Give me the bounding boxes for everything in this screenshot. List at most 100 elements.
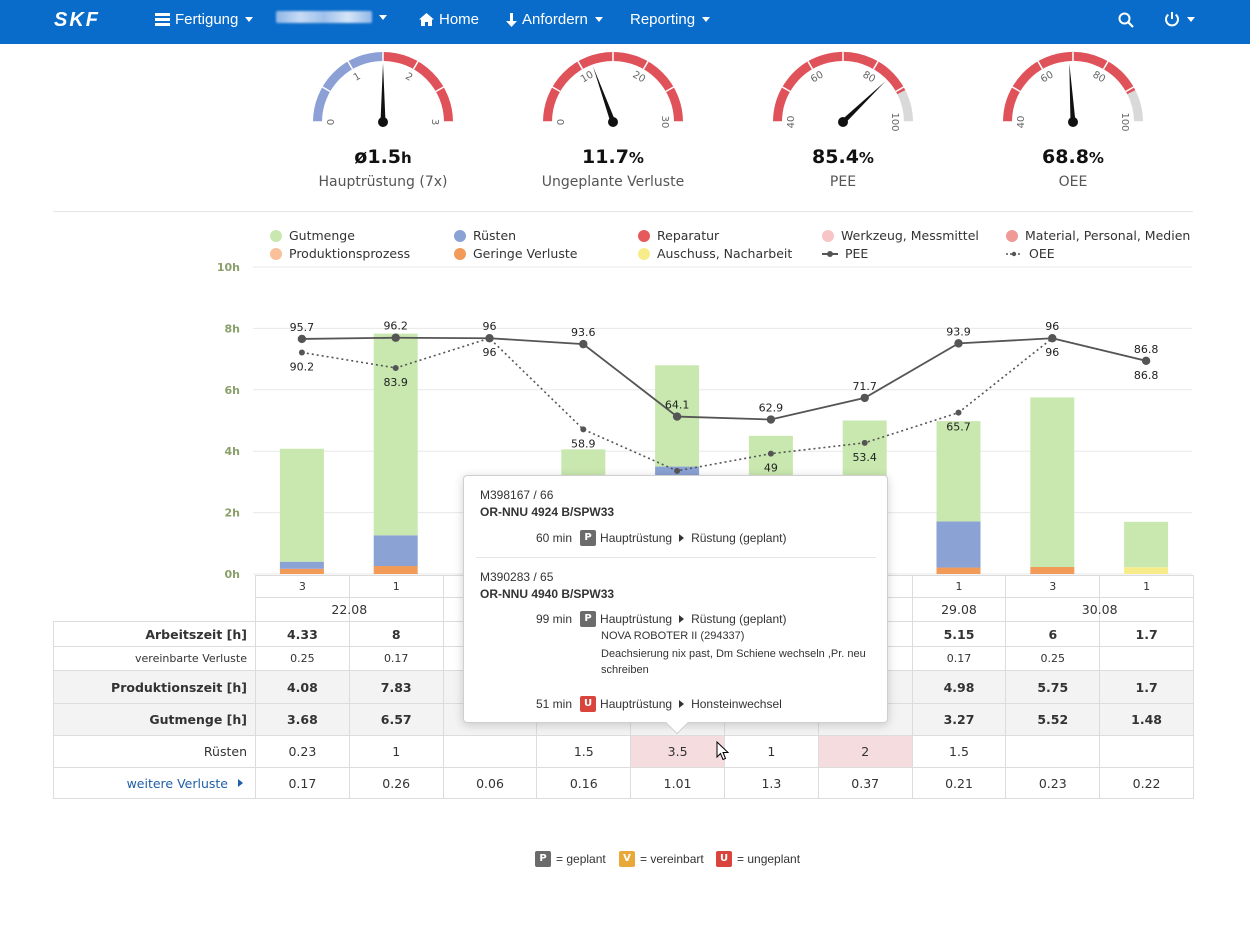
legend-item[interactable]: OEE: [1006, 246, 1055, 261]
table-cell[interactable]: 0.23: [255, 735, 350, 768]
caret-right-icon: [238, 779, 243, 787]
table-cell[interactable]: 1.5: [536, 735, 632, 768]
pee-point: [297, 334, 307, 344]
oee-data-label: 86.8: [1134, 369, 1159, 382]
legend-item[interactable]: PEE: [822, 246, 868, 261]
pee-data-label: 95.7: [290, 321, 315, 334]
oee-data-label: 65.7: [946, 421, 971, 434]
row-label-text: vereinbarte Verluste: [135, 652, 247, 665]
badge-legend-item: P = geplant: [535, 851, 606, 867]
legend-item[interactable]: Reparatur: [638, 228, 719, 243]
power-menu[interactable]: [1164, 11, 1195, 27]
row-label-text: Rüsten: [203, 744, 247, 759]
row-label: Rüsten: [53, 735, 256, 768]
pee-data-label: 96.2: [383, 320, 408, 333]
gauge-tick: [322, 86, 331, 93]
y-tick-label: 6h: [225, 384, 241, 397]
table-cell: 1.01: [630, 767, 725, 799]
skf-logo[interactable]: SKF: [54, 9, 128, 29]
tooltip-category: Hauptrüstung: [600, 697, 673, 711]
table-cell[interactable]: 2: [817, 735, 913, 768]
search-button[interactable]: [1118, 12, 1134, 28]
table-cell: 4.33: [255, 621, 350, 647]
legend-marker-icon: [270, 229, 282, 242]
chevron-down-icon: [594, 17, 603, 22]
gauge-tick: [782, 86, 791, 93]
tooltip-order2-id: M390283 / 65: [480, 570, 554, 584]
gauge-needle: [1069, 63, 1076, 123]
oee-data-label: 96: [483, 346, 497, 359]
date-group-cell: 30.08: [1005, 597, 1194, 622]
legend-label: Rüsten: [473, 228, 517, 243]
tooltip-order3-entry: 51 min U Hauptrüstung Honsteinwechsel: [536, 696, 782, 712]
pee-data-label: 96: [1045, 320, 1059, 333]
gauge-value-number: 11.7: [582, 146, 629, 168]
gauge-1: 0 1 2 3 ø1.5h Hauptrüstung (7x): [293, 44, 473, 190]
legend-marker-icon: [1006, 251, 1022, 256]
gauge-tick: [1102, 61, 1109, 70]
table-cell[interactable]: 3.5: [630, 735, 725, 768]
gauge-2: 0 10 20 30 11.7% Ungeplante Verluste: [523, 44, 703, 190]
table-cell: 5.15: [911, 621, 1007, 647]
row-label[interactable]: weitere Verluste: [53, 767, 256, 799]
search-icon: [1118, 12, 1134, 28]
caret-right-icon: [679, 614, 685, 623]
table-cell: 6.57: [348, 703, 444, 736]
pee-line: [301, 336, 1147, 421]
table-cell[interactable]: 1: [348, 735, 444, 768]
table-cell: 7.83: [348, 670, 444, 704]
legend-marker-icon: [822, 229, 834, 242]
gauge-arc-segment: [313, 52, 384, 123]
date-group-cell: 29.08: [911, 597, 1007, 622]
tooltip-category: Hauptrüstung: [600, 612, 673, 626]
legend-item[interactable]: Produktionsprozess: [270, 246, 410, 261]
gauge-label: OEE: [1058, 174, 1088, 190]
nav-anfordern[interactable]: Anfordern: [506, 11, 603, 28]
tooltip-duration: 99 min: [536, 612, 573, 626]
legend-item[interactable]: Werkzeug, Messmittel: [822, 228, 979, 243]
pee-point: [672, 412, 682, 421]
nav-home[interactable]: Home: [419, 11, 479, 28]
table-cell[interactable]: 1: [724, 735, 819, 768]
bar-segment: [936, 421, 981, 522]
table-cell: 1.3: [724, 767, 819, 799]
table-cell: 0.26: [348, 767, 444, 799]
pee-data-label: 96: [483, 320, 497, 333]
row-label: Produktionszeit [h]: [53, 670, 256, 704]
nav-user-menu[interactable]: [276, 11, 387, 23]
nav-fertigung[interactable]: Fertigung: [155, 11, 254, 28]
table-cell: 0.37: [817, 767, 913, 799]
svg-text:SKF: SKF: [54, 9, 100, 29]
gauge-tick-label: 40: [786, 116, 797, 129]
gauge-value-unit: %: [858, 149, 874, 167]
gauge-arc-segment: [773, 52, 906, 123]
legend-item[interactable]: Material, Personal, Medien: [1006, 228, 1190, 243]
y-tick-label: 2h: [225, 507, 241, 520]
list-icon: [155, 13, 170, 26]
legend-label: Material, Personal, Medien: [1025, 228, 1191, 243]
y-tick-label: 10h: [217, 261, 240, 274]
legend-item[interactable]: Auschuss, Nacharbeit: [638, 246, 792, 261]
unplanned-badge: U: [580, 696, 597, 712]
gauge-value-unit: %: [628, 149, 644, 167]
nav-reporting[interactable]: Reporting: [630, 11, 711, 28]
gauge-tick-label: 100: [889, 112, 900, 131]
bar-segment: [279, 561, 324, 569]
legend-item[interactable]: Geringe Verluste: [454, 246, 577, 261]
tooltip-order1-part: OR-NNU 4924 B/SPW33: [480, 505, 615, 519]
gauge-value: 85.4%: [753, 146, 933, 168]
home-icon: [419, 13, 434, 26]
legend-item[interactable]: Rüsten: [454, 228, 516, 243]
gauge-arc-segment: [1127, 90, 1143, 123]
gauge-tick: [1125, 86, 1134, 93]
gauge-tick: [642, 61, 649, 70]
pee-point: [579, 339, 588, 349]
table-cell[interactable]: 1.5: [911, 735, 1007, 768]
pee-data-label: 93.6: [571, 326, 596, 339]
legend-marker-icon: [1006, 229, 1018, 242]
section-divider: [53, 211, 1193, 212]
caret-right-icon: [679, 533, 685, 542]
shift-count-cell: 3: [255, 575, 350, 598]
row-label-text: Produktionszeit [h]: [111, 679, 247, 695]
legend-item[interactable]: Gutmenge: [270, 228, 355, 243]
